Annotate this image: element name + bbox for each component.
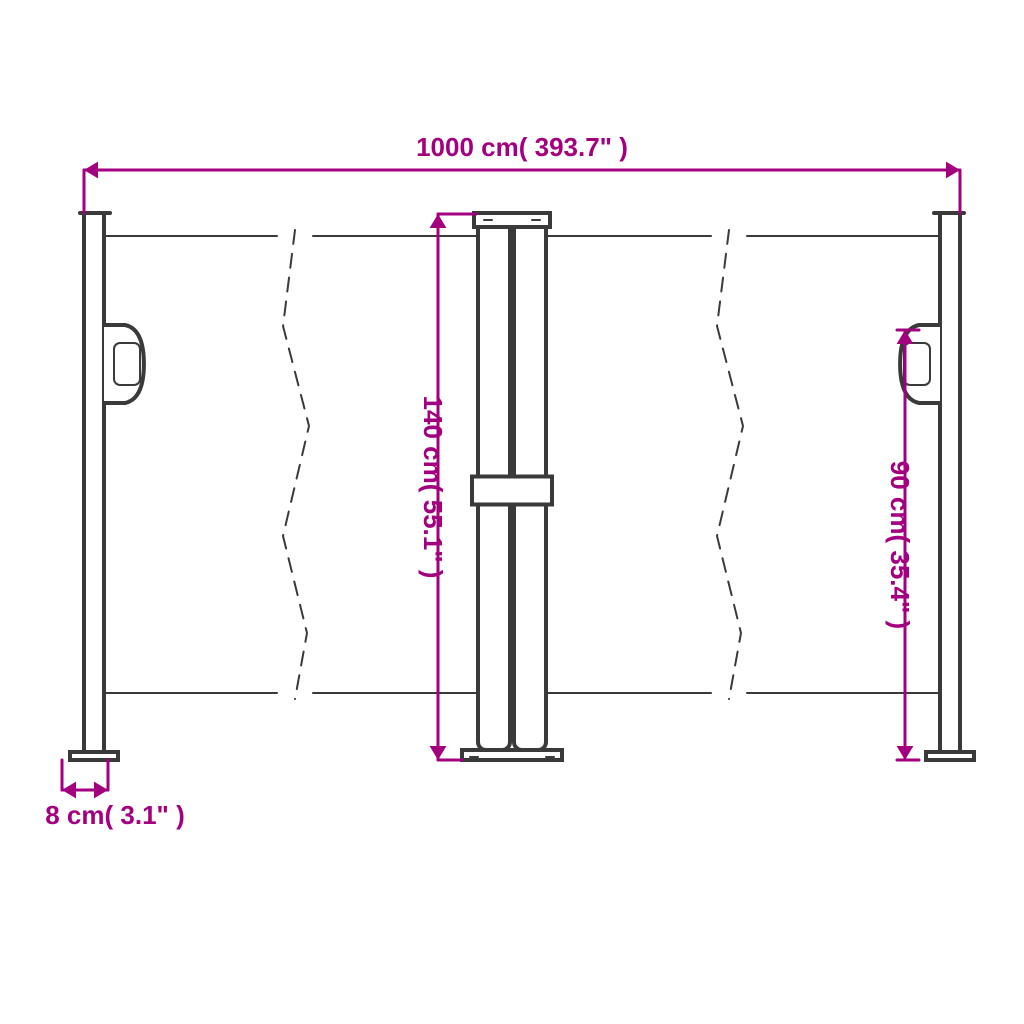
product-drawing [70,213,974,760]
dimension-foot-label: 8 cm( 3.1" ) [45,800,185,830]
dimension-width-label: 1000 cm( 393.7" ) [416,132,628,162]
dimension-height-label: 140 cm( 55.1" ) [418,396,448,579]
dimension-post-height-label: 90 cm( 35.4" ) [885,461,915,629]
